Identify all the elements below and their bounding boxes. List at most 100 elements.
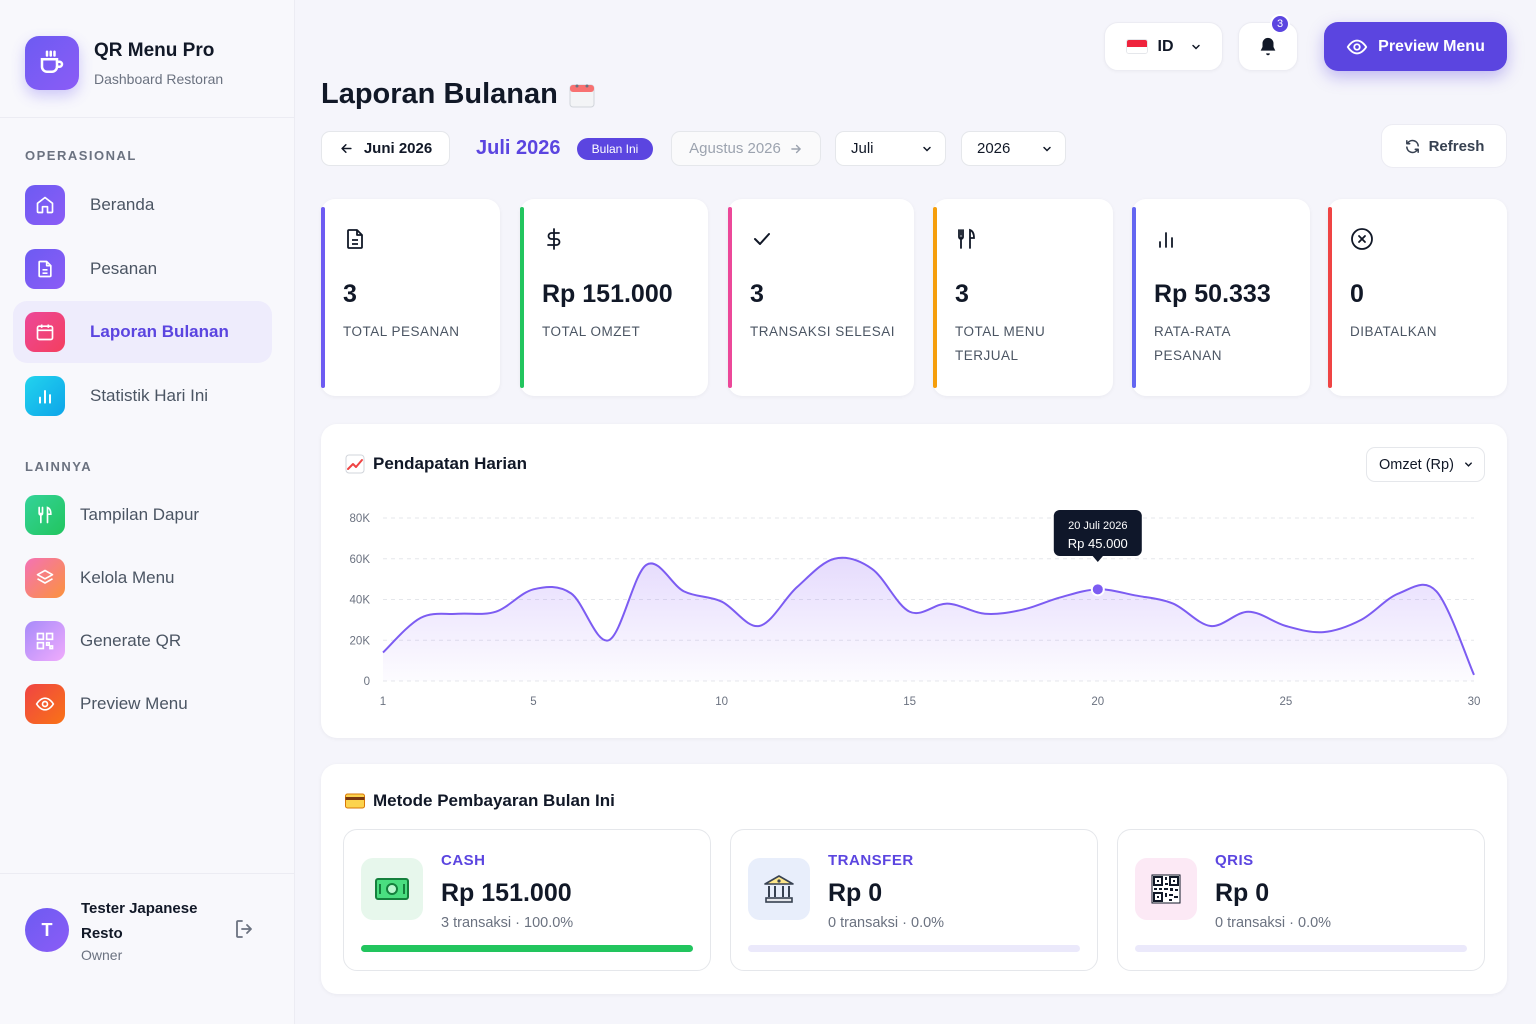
payment-card-qris: QRIS Rp 0 0 transaksi · 0.0%	[1117, 829, 1485, 971]
payment-method-name: TRANSFER	[828, 852, 914, 869]
metric-select[interactable]: Omzet (Rp)	[1366, 447, 1485, 482]
divider	[0, 873, 294, 874]
payment-method-name: QRIS	[1215, 852, 1254, 869]
sidebar-item-pesanan[interactable]: Pesanan	[13, 238, 272, 300]
card-accent	[728, 207, 732, 388]
payment-amount: Rp 0	[828, 879, 883, 907]
calendar-emoji-icon	[569, 84, 595, 107]
sidebar-item-tampilan-dapur[interactable]: Tampilan Dapur	[13, 484, 272, 546]
daily-revenue-panel: 0 20K 40K 60K 80K 1 5 10 15 20 25 30 20 Juli 2026 Rp …	[321, 424, 1507, 738]
refresh-button[interactable]: Refresh	[1381, 124, 1507, 168]
sidebar-item-preview-menu[interactable]: Preview Menu	[13, 673, 272, 735]
payment-title: Metode Pembayaran Bulan Ini	[345, 791, 615, 811]
document-icon	[25, 249, 65, 289]
stat-label: TOTAL OMZET	[542, 324, 641, 339]
sidebar-item-label: Preview Menu	[80, 694, 188, 713]
utensils-icon	[25, 495, 65, 535]
preview-menu-button[interactable]: Preview Menu	[1324, 22, 1507, 71]
indonesia-flag-icon	[1125, 39, 1148, 54]
year-select-value: 2026	[977, 140, 1011, 157]
card-accent	[520, 207, 524, 388]
calendar-icon	[25, 312, 65, 352]
home-icon	[25, 185, 65, 225]
stat-value: Rp 50.333	[1154, 280, 1271, 308]
current-month-badge: Bulan Ini	[577, 138, 653, 160]
x-tick-label: 10	[715, 696, 728, 708]
payment-amount: Rp 0	[1215, 879, 1270, 907]
payment-methods-panel: Metode Pembayaran Bulan Ini CASH Rp 151.…	[321, 764, 1507, 994]
payment-card-transfer: TRANSFER Rp 0 0 transaksi · 0.0%	[730, 829, 1098, 971]
payment-share-bar	[748, 945, 1080, 952]
x-circle-icon	[1350, 227, 1374, 256]
chevron-down-icon	[1465, 462, 1472, 467]
x-tick-label: 20	[1091, 696, 1104, 708]
sidebar-item-label: Laporan Bulanan	[90, 322, 229, 341]
stat-label: TOTAL PESANAN	[343, 324, 460, 339]
sidebar-item-statistik[interactable]: Statistik Hari Ini	[13, 365, 272, 427]
stat-label: RATA-RATA PESANAN	[1154, 324, 1231, 363]
divider	[0, 117, 294, 118]
notifications-button[interactable]: 3	[1238, 14, 1298, 71]
eye-icon	[1346, 39, 1368, 54]
refresh-icon	[1405, 139, 1419, 153]
bar-chart-icon	[1154, 227, 1178, 256]
payment-share-fill	[361, 945, 693, 952]
tooltip-box	[1053, 510, 1142, 556]
stat-value: 0	[1350, 280, 1364, 308]
sidebar-item-label: Generate QR	[80, 631, 182, 650]
stat-label: DIBATALKAN	[1350, 324, 1438, 339]
x-tick-label: 5	[530, 696, 536, 708]
stat-value: 3	[750, 280, 764, 308]
card-accent	[1328, 207, 1332, 388]
x-tick-label: 25	[1279, 696, 1292, 708]
series-area	[383, 557, 1474, 681]
card-accent	[1132, 207, 1136, 388]
sidebar-item-kelola-menu[interactable]: Kelola Menu	[13, 547, 272, 609]
page-title-text: Laporan Bulanan	[321, 78, 558, 110]
sidebar-item-label: Kelola Menu	[80, 568, 175, 587]
sidebar-item-label: Tampilan Dapur	[80, 505, 200, 524]
page-title: Laporan Bulanan	[321, 78, 596, 111]
brand-title: QR Menu Pro	[94, 40, 215, 61]
stat-value: Rp 151.000	[542, 280, 673, 308]
brand: QR Menu Pro Dashboard Restoran	[25, 36, 223, 90]
sidebar-item-beranda[interactable]: Beranda	[13, 174, 272, 236]
x-tick-label: 15	[903, 696, 916, 708]
qr-icon	[25, 621, 65, 661]
brand-subtitle: Dashboard Restoran	[94, 71, 224, 87]
credit-card-emoji-icon	[345, 793, 365, 809]
payment-method-name: CASH	[441, 852, 486, 869]
avatar: T	[25, 908, 69, 952]
chart-emoji-icon	[345, 454, 365, 474]
refresh-label: Refresh	[1428, 137, 1485, 155]
card-accent	[321, 207, 325, 388]
next-month-label: Agustus 2026	[689, 140, 781, 157]
eye-icon	[25, 684, 65, 724]
next-month-button[interactable]: Agustus 2026	[671, 131, 821, 166]
stat-card-total-menu-terjual: 3 TOTAL MENU TERJUAL	[933, 199, 1113, 396]
bell-icon	[1260, 37, 1276, 55]
language-selector[interactable]: ID	[1104, 22, 1223, 71]
chart-title-text: Pendapatan Harian	[373, 454, 527, 473]
card-accent	[933, 207, 937, 388]
sidebar-item-generate-qr[interactable]: Generate QR	[13, 610, 272, 672]
prev-month-button[interactable]: Juni 2026	[321, 131, 450, 166]
month-select[interactable]: Juli	[835, 131, 946, 166]
payment-amount: Rp 151.000	[441, 879, 572, 907]
language-code: ID	[1157, 37, 1174, 55]
stat-card-rata-rata-pesanan: Rp 50.333 RATA-RATA PESANAN	[1132, 199, 1310, 396]
payment-share-bar	[1135, 945, 1467, 952]
sidebar-item-label: Beranda	[90, 195, 155, 214]
dollar-icon	[542, 227, 566, 256]
x-tick-label: 30	[1468, 696, 1481, 708]
chevron-down-icon	[1191, 44, 1200, 50]
preview-menu-label: Preview Menu	[1378, 37, 1485, 55]
sidebar-item-laporan-bulanan[interactable]: Laporan Bulanan	[13, 301, 272, 363]
bar-chart-icon	[25, 376, 65, 416]
payment-detail: 0 transaksi · 0.0%	[828, 915, 945, 931]
year-select[interactable]: 2026	[961, 131, 1066, 166]
tooltip-date: 20 Juli 2026	[1068, 520, 1127, 532]
logout-icon[interactable]	[233, 917, 257, 946]
y-tick-label: 20K	[350, 635, 371, 647]
series-line	[382, 556, 1475, 676]
